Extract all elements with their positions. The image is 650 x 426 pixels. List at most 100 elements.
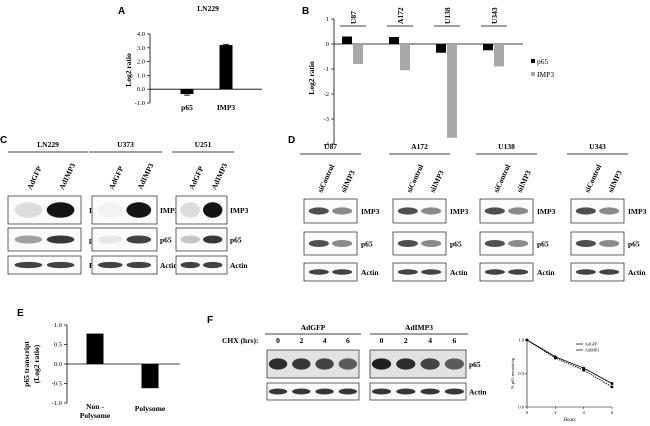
blot-c-lane-adimp3: AdIMP3 bbox=[57, 162, 77, 191]
blot-c-band bbox=[97, 235, 123, 244]
blot-d-title-u138: U138 bbox=[498, 142, 515, 151]
blot-d-lane-siimp3: siIMP3 bbox=[606, 169, 624, 194]
blot-f-band bbox=[371, 388, 392, 395]
blot-f-band bbox=[396, 388, 416, 395]
chart-e-ytick-label: 0.5 bbox=[54, 342, 62, 349]
chart-b-category-u87: U87 bbox=[349, 11, 358, 24]
blot-f-title-adimp3: AdIMP3 bbox=[405, 323, 433, 332]
chart-b-ytick-label: -4 bbox=[324, 141, 330, 148]
blot-d-membrane-p65 bbox=[303, 231, 358, 256]
chart-f-line-adgfp bbox=[526, 339, 613, 384]
chart-b-bar-imp3 bbox=[400, 44, 410, 71]
blot-c-band bbox=[46, 261, 75, 269]
blot-d-title-u343: U343 bbox=[589, 142, 606, 151]
blot-d-band bbox=[308, 207, 329, 215]
chart-e-xlabel-non-polysome-line2: Polysome bbox=[80, 411, 111, 420]
blot-d-row-label-imp3: IMP3 bbox=[450, 207, 469, 216]
chart-a-ylabel: Log2 ratio bbox=[124, 53, 133, 87]
blot-d-membrane-p65 bbox=[392, 231, 447, 256]
blot-d-lane-sicontrol: siControl bbox=[315, 163, 336, 194]
chart-e-ytick-label: 1.0 bbox=[54, 322, 62, 329]
blot-d-band bbox=[484, 207, 505, 215]
blot-d-band bbox=[575, 269, 596, 275]
blot-d-band bbox=[421, 207, 442, 215]
chart-a-ln229: LN229 -1.0 0.0 1.0 2.0 3.0 4.0 Log2 ratio p65 IMP… bbox=[124, 4, 262, 112]
chart-a-ytick-label: 0.0 bbox=[137, 86, 145, 93]
chart-f-xtick-label: 6 bbox=[611, 410, 614, 415]
panel-label-c: C bbox=[0, 135, 7, 146]
blot-c-membrane-p65 bbox=[91, 227, 158, 252]
blot-d-title-a172: A172 bbox=[411, 142, 428, 151]
blot-f-band bbox=[420, 388, 440, 395]
chart-e-xlabel-polysome: Polysome bbox=[135, 404, 166, 413]
chart-a-bar-imp3 bbox=[219, 45, 233, 90]
blot-c-lane-adgfp: AdGFP bbox=[25, 164, 44, 190]
chart-e-xlabel-non-polysome-line1: Non - bbox=[86, 402, 104, 411]
chart-e-ylabel: p65 transcript bbox=[22, 341, 31, 387]
blot-d-band bbox=[508, 240, 529, 247]
blot-c-row-label-imp3: IMP3 bbox=[160, 206, 179, 215]
chart-b-ylabel: Log2 ratio bbox=[307, 61, 316, 95]
chart-a-ytick-label: 4.0 bbox=[137, 31, 145, 38]
blot-c-band bbox=[126, 202, 152, 218]
chart-b-category-a172: A172 bbox=[396, 7, 405, 24]
chart-f-point-adimp3 bbox=[582, 368, 586, 372]
blot-c-band bbox=[46, 235, 75, 244]
blot-d-band bbox=[599, 240, 620, 247]
blot-f-band bbox=[444, 388, 464, 395]
blot-f-title-adgfp: AdGFP bbox=[301, 323, 326, 332]
chart-b-ytick-label: 0 bbox=[326, 41, 329, 48]
blot-d-row-label-imp3: IMP3 bbox=[361, 207, 380, 216]
panel-label-f: F bbox=[207, 315, 213, 326]
chart-b-category-u343: U343 bbox=[490, 7, 499, 24]
chart-f-ytick-label: 0.5 bbox=[518, 371, 524, 376]
blot-d-lane-siimp3: siIMP3 bbox=[339, 169, 357, 194]
chart-e-ytick-label: -1.0 bbox=[52, 400, 62, 407]
blot-c-band bbox=[203, 261, 223, 269]
blot-c-band bbox=[97, 261, 123, 269]
blot-c-row-label-actin: Actin bbox=[230, 261, 248, 270]
blot-d-row-label-imp3: IMP3 bbox=[628, 207, 647, 216]
blot-d-row-label-actin: Actin bbox=[628, 268, 646, 277]
blot-c-lane-adgfp: AdGFP bbox=[187, 164, 206, 190]
blot-d-band bbox=[575, 240, 596, 247]
chart-a-bar-p65 bbox=[180, 89, 194, 95]
blot-c-band bbox=[97, 202, 123, 218]
blot-f-band bbox=[420, 358, 440, 370]
blot-d-row-label-actin: Actin bbox=[537, 268, 555, 277]
chart-f-ytick-label: 1.0 bbox=[518, 338, 524, 343]
blot-d-row-label-actin: Actin bbox=[450, 268, 468, 277]
blot-d-row-label-p65: p65 bbox=[628, 240, 640, 249]
blot-d-band bbox=[308, 269, 329, 275]
chart-a-xlabel-p65: p65 bbox=[181, 103, 193, 112]
chart-a-title: LN229 bbox=[197, 4, 219, 13]
blot-c-band bbox=[46, 202, 75, 218]
blot-f-band bbox=[315, 358, 334, 370]
blot-f-band bbox=[338, 388, 358, 395]
blot-d-band bbox=[397, 207, 418, 215]
chart-e-ylabel-2: (Log2 ratio) bbox=[32, 344, 41, 383]
panel-label-a: A bbox=[118, 6, 125, 17]
blot-f-row-label-p65: p65 bbox=[469, 360, 481, 369]
chart-f-ylabel: % p65 remaining bbox=[510, 357, 515, 389]
blot-d-band bbox=[484, 269, 505, 275]
blot-d-band bbox=[308, 240, 329, 247]
blot-f-time-label: 0 bbox=[380, 336, 384, 345]
blot-c-band bbox=[180, 235, 200, 244]
blots-c-overexpression: LN229AdGFPAdIMP3IMP3p65PCNAU373AdGFPAdIM… bbox=[7, 140, 249, 275]
chart-f-legend-label-adgfp: AdGFP bbox=[585, 342, 598, 347]
chart-b-legend-swatch-p65 bbox=[531, 59, 535, 63]
chart-b-bar-imp3 bbox=[494, 44, 504, 67]
blot-d-row-label-actin: Actin bbox=[361, 268, 379, 277]
chart-f-xlabel: Hours bbox=[563, 418, 575, 423]
blot-d-band bbox=[508, 269, 529, 275]
blot-d-band bbox=[421, 240, 442, 247]
blot-c-membrane-actin bbox=[175, 255, 228, 275]
chart-f-point-adimp3 bbox=[525, 338, 529, 342]
chart-f-legend-label-adimp3: AdIMP3 bbox=[585, 348, 599, 353]
blot-f-time-label: 2 bbox=[404, 336, 408, 345]
chart-b-ytick-label: 1 bbox=[326, 16, 329, 23]
chart-b-legend-label-imp3: IMP3 bbox=[537, 70, 554, 79]
chart-b-bar-p65 bbox=[436, 44, 446, 53]
blot-d-band bbox=[332, 269, 353, 275]
